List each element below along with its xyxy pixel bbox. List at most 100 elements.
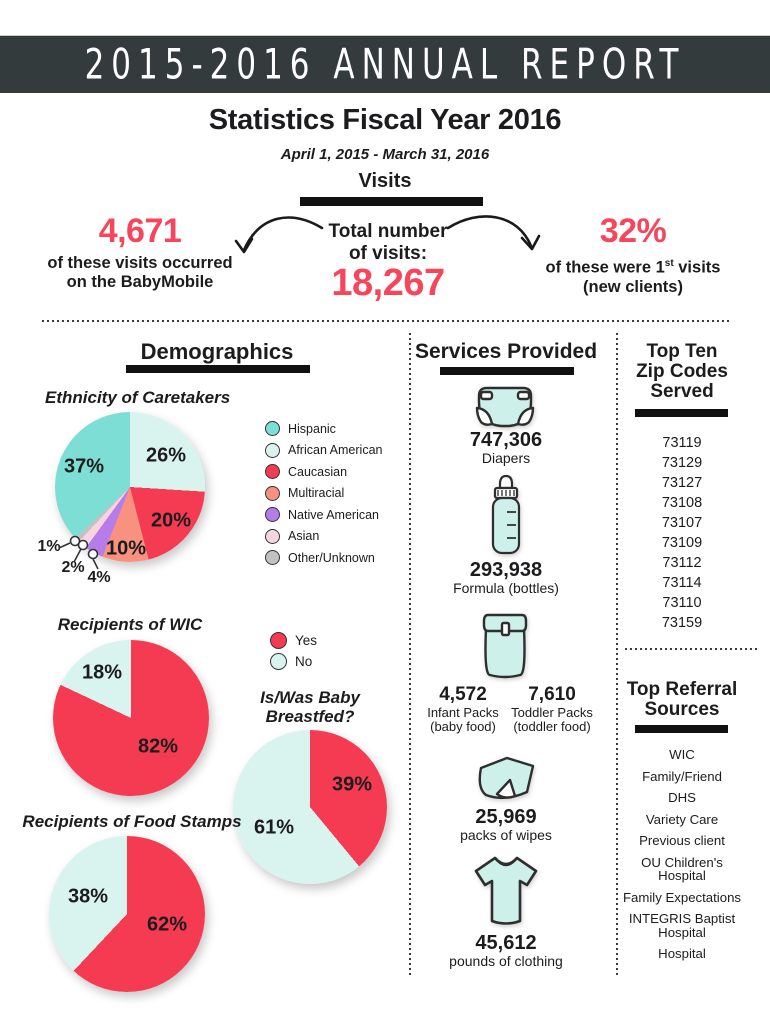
hispanic-swatch xyxy=(265,421,280,436)
other-unknown-swatch xyxy=(265,550,280,565)
foodstamps-label-no: 38% xyxy=(67,885,109,908)
referrals-underline-bar xyxy=(635,725,728,733)
diapers-label: Diapers xyxy=(481,450,531,466)
legend-item-caucasian: Caucasian xyxy=(265,464,382,479)
zip-item: 73108 xyxy=(661,495,703,511)
horizontal-divider xyxy=(42,320,732,322)
zip-item: 73107 xyxy=(661,515,703,531)
demographics-heading: Demographics xyxy=(140,339,294,364)
zip-item: 73110 xyxy=(662,595,702,611)
wipes-value: 25,969 xyxy=(475,806,537,828)
yes-swatch xyxy=(270,632,287,649)
no-swatch xyxy=(270,653,287,670)
referrals-list: WIC Family/Friend DHS Variety Care Previ… xyxy=(616,748,748,969)
african-american-swatch xyxy=(265,442,280,458)
legend-item-hispanic: Hispanic xyxy=(265,421,382,436)
zip-item: 73119 xyxy=(662,435,702,451)
wic-chart-title: Recipients of WIC xyxy=(57,615,203,634)
wic-label-yes: 82% xyxy=(137,735,179,758)
ethnicity-chart-title: Ethnicity of Caretakers xyxy=(45,388,231,407)
foodstamps-pie-chart xyxy=(49,836,205,992)
zipcodes-underline-bar xyxy=(635,409,728,417)
ethnicity-legend: Hispanic African American Caucasian Mult… xyxy=(265,421,382,572)
referral-item: Variety Care xyxy=(645,811,719,827)
first-visits-caption: of these were 1st visits (new clients) xyxy=(545,258,721,296)
foodstamps-chart-title: Recipients of Food Stamps xyxy=(22,812,242,831)
toddler-packs-label: Toddler Packs (toddler food) xyxy=(511,705,593,734)
yes-no-legend: Yes No xyxy=(270,632,317,674)
vertical-divider-right xyxy=(616,333,618,978)
demographics-underline-bar xyxy=(126,365,310,373)
tshirt-icon xyxy=(474,856,538,925)
legend-item-no: No xyxy=(270,653,317,670)
breastfed-label-yes: 39% xyxy=(331,773,373,796)
formula-value: 293,938 xyxy=(469,559,543,581)
legend-item-asian: Asian xyxy=(265,528,382,544)
diaper-icon xyxy=(475,386,535,428)
visits-section-heading: Visits xyxy=(358,170,412,192)
zip-item: 73127 xyxy=(661,475,703,491)
asian-swatch xyxy=(265,528,280,544)
formula-label: Formula (bottles) xyxy=(453,580,559,596)
legend-item-other-unknown: Other/Unknown xyxy=(265,550,382,565)
foodstamps-label-yes: 62% xyxy=(146,913,188,936)
zipcodes-heading: Top Ten Zip Codes Served xyxy=(636,341,728,402)
ethnicity-pie-chart xyxy=(55,412,205,562)
wipes-label: packs of wipes xyxy=(460,827,552,843)
page-title: Statistics Fiscal Year 2016 xyxy=(208,104,562,136)
ethnicity-callout-other: 1% xyxy=(37,538,61,555)
ethnicity-label-caucasian: 20% xyxy=(150,509,192,532)
toddler-packs-value: 7,610 xyxy=(528,684,576,705)
ethnicity-label-hispanic: 37% xyxy=(63,455,105,478)
referral-item: INTEGRIS Baptist Hospital xyxy=(628,911,736,940)
date-range: April 1, 2015 - March 31, 2016 xyxy=(280,146,490,163)
zip-item: 73129 xyxy=(661,455,703,471)
total-visits-value: 18,267 xyxy=(331,262,445,304)
diapers-value: 747,306 xyxy=(469,429,543,451)
referral-item: OU Children's Hospital xyxy=(641,854,723,883)
services-underline-bar xyxy=(440,367,574,375)
food-pack-icon xyxy=(482,613,528,679)
zip-item: 73112 xyxy=(662,555,702,571)
first-visits-value: 32% xyxy=(599,212,667,250)
referral-item: Family/Friend xyxy=(642,768,722,784)
referral-item: Hospital xyxy=(658,946,706,961)
ethnicity-label-african-american: 26% xyxy=(145,444,187,467)
native-american-swatch xyxy=(265,507,280,522)
legend-item-yes: Yes xyxy=(270,632,317,649)
ethnicity-callout-native-american: 4% xyxy=(87,569,111,586)
breastfed-chart-title: Is/Was Baby Breastfed? xyxy=(260,688,360,726)
breastfed-pie-chart xyxy=(233,730,387,884)
legend-item-multiracial: Multiracial xyxy=(265,485,382,501)
multiracial-swatch xyxy=(265,485,280,501)
infant-packs-value: 4,572 xyxy=(439,684,487,705)
zipcodes-list: 73119 73129 73127 73108 73107 73109 7311… xyxy=(612,433,752,633)
bottle-icon xyxy=(491,474,521,555)
zip-item: 73114 xyxy=(662,575,702,591)
breastfed-label-no: 61% xyxy=(253,816,295,839)
babymobile-visits-caption: of these visits occurred on the BabyMobi… xyxy=(47,254,233,291)
ethnicity-callout-lines xyxy=(58,535,99,570)
babymobile-visits-value: 4,671 xyxy=(98,212,182,250)
zip-referral-divider xyxy=(625,648,757,650)
referral-item: Family Expectations xyxy=(623,889,741,905)
curved-arrows xyxy=(234,215,541,254)
wic-pie-chart xyxy=(53,640,209,796)
wic-label-no: 18% xyxy=(81,661,123,684)
infant-packs-label: Infant Packs (baby food) xyxy=(427,705,499,734)
referral-item: DHS xyxy=(668,790,696,805)
ethnicity-callout-asian: 2% xyxy=(61,559,85,576)
report-banner-title: 2015-2016 ANNUAL REPORT xyxy=(84,40,686,89)
zip-item: 73109 xyxy=(661,535,703,551)
vertical-divider-left xyxy=(409,333,411,978)
zip-item: 73159 xyxy=(661,615,703,631)
ethnicity-label-multiracial: 10% xyxy=(105,537,147,560)
wipes-icon xyxy=(478,756,535,800)
clothing-value: 45,612 xyxy=(475,932,537,954)
services-heading: Services Provided xyxy=(414,340,598,363)
referrals-heading: Top Referral Sources xyxy=(626,679,738,720)
visits-underline-bar xyxy=(300,197,483,206)
report-banner: 2015-2016 ANNUAL REPORT xyxy=(0,35,770,93)
total-visits-label: Total number of visits: xyxy=(328,221,448,264)
